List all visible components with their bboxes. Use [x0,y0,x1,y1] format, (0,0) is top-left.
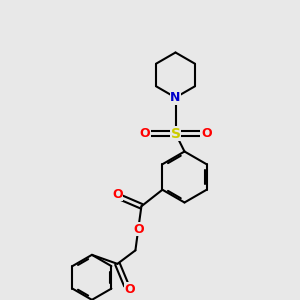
Text: O: O [201,127,212,140]
Text: S: S [170,127,181,140]
Text: O: O [139,127,150,140]
Text: O: O [125,283,135,296]
Text: O: O [133,223,144,236]
Text: O: O [112,188,123,201]
Text: N: N [170,91,181,104]
